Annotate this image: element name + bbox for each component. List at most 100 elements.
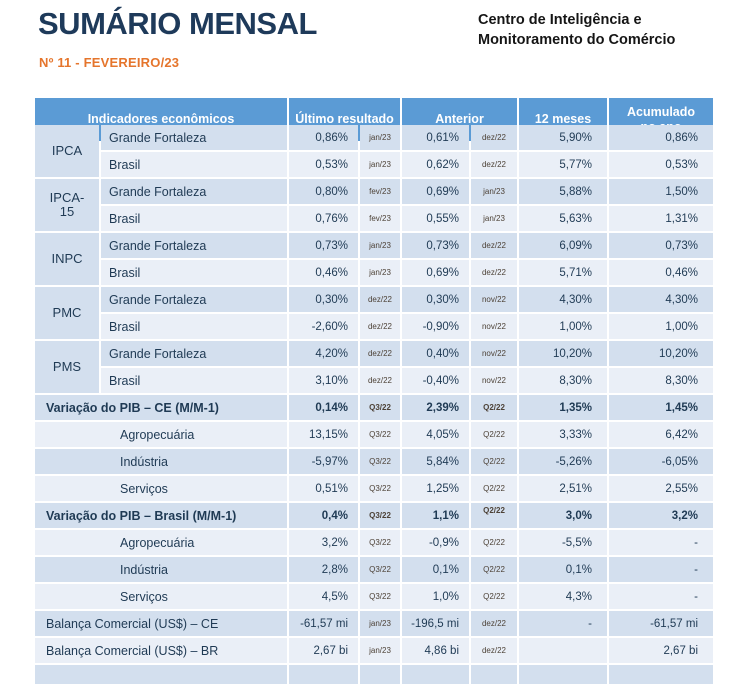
anterior-date-cell: dez/22	[471, 125, 517, 150]
accumulated-cell: 1,31%	[609, 206, 713, 231]
group-cell: INPC	[35, 233, 99, 285]
row-label-cell: Agropecuária	[35, 422, 287, 447]
twelve-months-cell	[519, 665, 607, 684]
anterior-date-cell: nov/22	[471, 314, 517, 339]
row-label-cell: Grande Fortaleza	[101, 341, 287, 366]
anterior-value-cell: 0,30%	[402, 287, 469, 312]
anterior-value-cell: 0,69%	[402, 260, 469, 285]
anterior-value-cell: 4,05%	[402, 422, 469, 447]
twelve-months-cell: 5,63%	[519, 206, 607, 231]
anterior-date-cell: nov/22	[471, 341, 517, 366]
anterior-date-cell: Q2/22	[471, 449, 517, 474]
ultimo-value-cell: 13,15%	[289, 422, 358, 447]
anterior-date-cell: jan/23	[471, 179, 517, 204]
twelve-months-cell: 5,71%	[519, 260, 607, 285]
twelve-months-cell: 0,1%	[519, 557, 607, 582]
twelve-months-cell: 5,88%	[519, 179, 607, 204]
ultimo-value-cell: 2,67 bi	[289, 638, 358, 663]
row-label-cell: Agropecuária	[35, 530, 287, 555]
accumulated-cell: 6,42%	[609, 422, 713, 447]
row-label-cell: Brasil	[101, 152, 287, 177]
twelve-months-cell: 1,35%	[519, 395, 607, 420]
row-label-cell: Variação do PIB – Brasil (M/M-1)	[35, 503, 287, 528]
row-label-cell: Brasil	[101, 368, 287, 393]
row-label-cell: Brasil	[101, 206, 287, 231]
ultimo-value-cell: -2,60%	[289, 314, 358, 339]
anterior-date-cell: nov/22	[471, 368, 517, 393]
anterior-date-cell: Q2/22	[471, 395, 517, 420]
ultimo-value-cell	[289, 665, 358, 684]
anterior-value-cell: 0,1%	[402, 557, 469, 582]
ultimo-value-cell: 0,51%	[289, 476, 358, 501]
row-label-cell: Variação do PIB – CE (M/M-1)	[35, 395, 287, 420]
group-cell: PMS	[35, 341, 99, 393]
anterior-date-cell: Q2/22	[471, 422, 517, 447]
accumulated-cell	[609, 665, 713, 684]
accumulated-cell: -61,57 mi	[609, 611, 713, 636]
accumulated-cell: 8,30%	[609, 368, 713, 393]
ultimo-value-cell: 0,14%	[289, 395, 358, 420]
accumulated-cell: 1,00%	[609, 314, 713, 339]
ultimo-date-cell: Q3/22	[360, 422, 400, 447]
anterior-date-cell: dez/22	[471, 611, 517, 636]
row-label-cell: Grande Fortaleza	[101, 233, 287, 258]
ultimo-date-cell: jan/23	[360, 233, 400, 258]
twelve-months-cell: 4,3%	[519, 584, 607, 609]
anterior-value-cell: 2,39%	[402, 395, 469, 420]
ultimo-date-cell: jan/23	[360, 152, 400, 177]
accumulated-cell: 4,30%	[609, 287, 713, 312]
edition-label: Nº 11 - FEVEREIRO/23	[39, 55, 180, 70]
twelve-months-cell: 2,51%	[519, 476, 607, 501]
org-name: Centro de Inteligência e Monitoramento d…	[478, 10, 675, 50]
row-label-cell: Serviços	[35, 584, 287, 609]
row-label-cell: Balança Comercial (US$) – BR	[35, 638, 287, 663]
anterior-value-cell: 4,86 bi	[402, 638, 469, 663]
ultimo-value-cell: 0,76%	[289, 206, 358, 231]
anterior-date-cell: nov/22	[471, 287, 517, 312]
ultimo-date-cell: jan/23	[360, 260, 400, 285]
anterior-value-cell: 1,0%	[402, 584, 469, 609]
anterior-value-cell: 0,73%	[402, 233, 469, 258]
row-label-cell	[35, 665, 287, 684]
accumulated-cell: 2,67 bi	[609, 638, 713, 663]
ultimo-value-cell: 0,4%	[289, 503, 358, 528]
group-cell: IPCA- 15	[35, 179, 99, 231]
ultimo-value-cell: 3,10%	[289, 368, 358, 393]
accumulated-cell: 3,2%	[609, 503, 713, 528]
anterior-date-cell: Q2/22	[471, 530, 517, 555]
page-title: SUMÁRIO MENSAL	[38, 6, 317, 41]
ultimo-value-cell: 0,80%	[289, 179, 358, 204]
ultimo-date-cell: fev/23	[360, 179, 400, 204]
ultimo-date-cell: dez/22	[360, 287, 400, 312]
anterior-value-cell: 0,62%	[402, 152, 469, 177]
ultimo-date-cell: Q3/22	[360, 395, 400, 420]
anterior-date-cell: dez/22	[471, 152, 517, 177]
anterior-date-cell: Q2/22	[471, 557, 517, 582]
accumulated-cell: 2,55%	[609, 476, 713, 501]
ultimo-date-cell	[360, 665, 400, 684]
row-label-cell: Grande Fortaleza	[101, 125, 287, 150]
ultimo-value-cell: 3,2%	[289, 530, 358, 555]
anterior-value-cell: 1,1%	[402, 503, 469, 528]
twelve-months-cell: -5,5%	[519, 530, 607, 555]
twelve-months-cell: 5,90%	[519, 125, 607, 150]
row-label-cell: Grande Fortaleza	[101, 287, 287, 312]
accumulated-cell: 0,73%	[609, 233, 713, 258]
ultimo-value-cell: 0,46%	[289, 260, 358, 285]
anterior-date-cell: Q2/22	[471, 476, 517, 501]
anterior-value-cell: 0,55%	[402, 206, 469, 231]
group-cell: PMC	[35, 287, 99, 339]
accumulated-cell: 0,46%	[609, 260, 713, 285]
accumulated-cell: -	[609, 557, 713, 582]
row-label-cell: Brasil	[101, 260, 287, 285]
ultimo-value-cell: -5,97%	[289, 449, 358, 474]
anterior-value-cell: -0,40%	[402, 368, 469, 393]
ultimo-date-cell: Q3/22	[360, 449, 400, 474]
row-label-cell: Brasil	[101, 314, 287, 339]
accumulated-cell: 1,50%	[609, 179, 713, 204]
anterior-value-cell: -196,5 mi	[402, 611, 469, 636]
twelve-months-cell: -5,26%	[519, 449, 607, 474]
anterior-date-cell: jan/23	[471, 206, 517, 231]
accumulated-cell: 1,45%	[609, 395, 713, 420]
